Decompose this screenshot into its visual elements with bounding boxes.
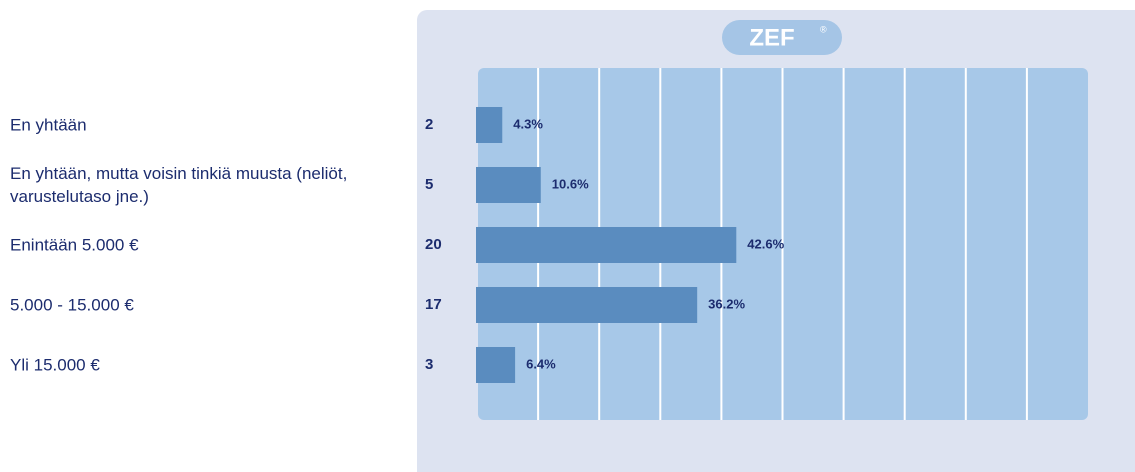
value-label: 42.6% [747, 236, 784, 251]
value-label: 6.4% [526, 356, 556, 371]
category-label: En yhtään, mutta voisin tinkiä muusta (n… [10, 164, 348, 206]
count-label: 5 [425, 176, 433, 193]
category-label: 5.000 - 15.000 € [10, 295, 134, 315]
category-label: Yli 15.000 € [10, 355, 100, 375]
value-label: 36.2% [708, 296, 745, 311]
value-label: 10.6% [552, 176, 589, 191]
count-label: 20 [425, 236, 442, 253]
logo: ZEF [749, 24, 794, 51]
count-label: 2 [425, 116, 433, 133]
bar [476, 347, 516, 383]
bar [476, 107, 503, 143]
value-label: 4.3% [513, 116, 543, 131]
bar [476, 167, 541, 203]
category-label: Enintään 5.000 € [10, 235, 139, 255]
category-label: En yhtään [10, 115, 87, 135]
logo-pill [722, 20, 842, 55]
logo-mark: ® [820, 24, 827, 34]
bar [476, 227, 737, 263]
count-label: 3 [425, 356, 433, 373]
count-label: 17 [425, 296, 442, 313]
bar [476, 287, 698, 323]
